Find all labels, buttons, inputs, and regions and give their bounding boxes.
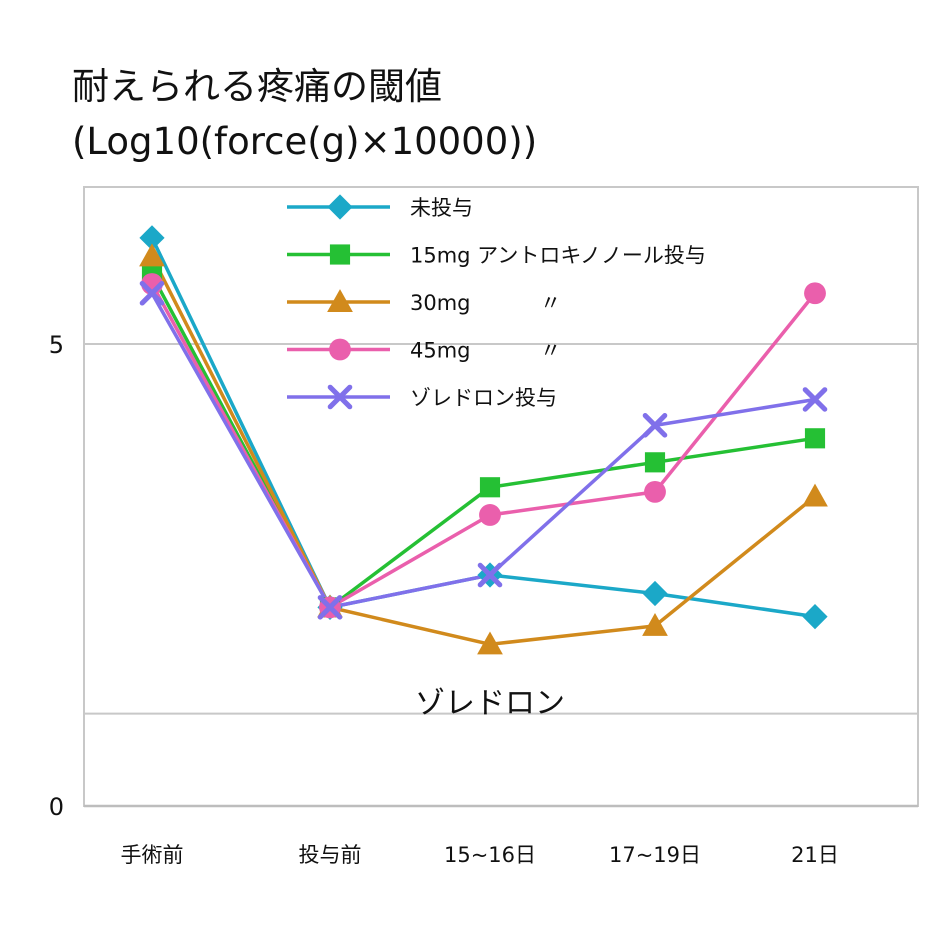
y-tick-label: 0 bbox=[49, 793, 64, 821]
legend-marker bbox=[329, 244, 351, 265]
data-point bbox=[139, 280, 165, 306]
x-tick-label: 投与前 bbox=[299, 843, 362, 867]
legend-marker bbox=[327, 384, 353, 410]
data-point bbox=[477, 631, 503, 655]
data-point bbox=[802, 604, 828, 630]
data-point bbox=[642, 612, 668, 636]
data-point bbox=[139, 225, 165, 251]
data-point bbox=[479, 477, 501, 498]
x-tick-label: 17~19日 bbox=[609, 843, 701, 867]
legend-marker bbox=[329, 338, 351, 361]
data-point bbox=[479, 504, 501, 526]
data-point bbox=[804, 428, 826, 449]
x-tick-label: 手術前 bbox=[121, 843, 184, 867]
data-point bbox=[802, 483, 828, 507]
chart-subtitle: (Log10(force(g)×10000)) bbox=[72, 120, 538, 163]
legend-marker bbox=[327, 289, 353, 313]
x-tick-label: 21日 bbox=[791, 843, 839, 867]
y-tick-label: 5 bbox=[49, 331, 64, 359]
annotation-label: ゾレドロン bbox=[415, 686, 565, 721]
x-tick-label: 15~16日 bbox=[444, 843, 536, 867]
legend-label: 15mg アントロキノノール投与 bbox=[410, 244, 706, 268]
data-point bbox=[804, 282, 826, 305]
legend-label: 45mg 〃 bbox=[410, 339, 561, 363]
data-point bbox=[139, 243, 165, 267]
legend-label: 未投与 bbox=[410, 196, 473, 220]
data-point bbox=[644, 480, 666, 503]
legend-marker bbox=[327, 194, 353, 220]
chart-title: 耐えられる疼痛の閾値 bbox=[72, 65, 442, 108]
data-point bbox=[642, 413, 668, 438]
data-point bbox=[802, 387, 828, 412]
data-point bbox=[317, 595, 343, 620]
data-point bbox=[642, 580, 668, 607]
data-point bbox=[644, 452, 666, 473]
legend-label: ゾレドロン投与 bbox=[410, 386, 557, 410]
legend-label: 30mg 〃 bbox=[410, 291, 561, 315]
data-point bbox=[477, 562, 503, 588]
